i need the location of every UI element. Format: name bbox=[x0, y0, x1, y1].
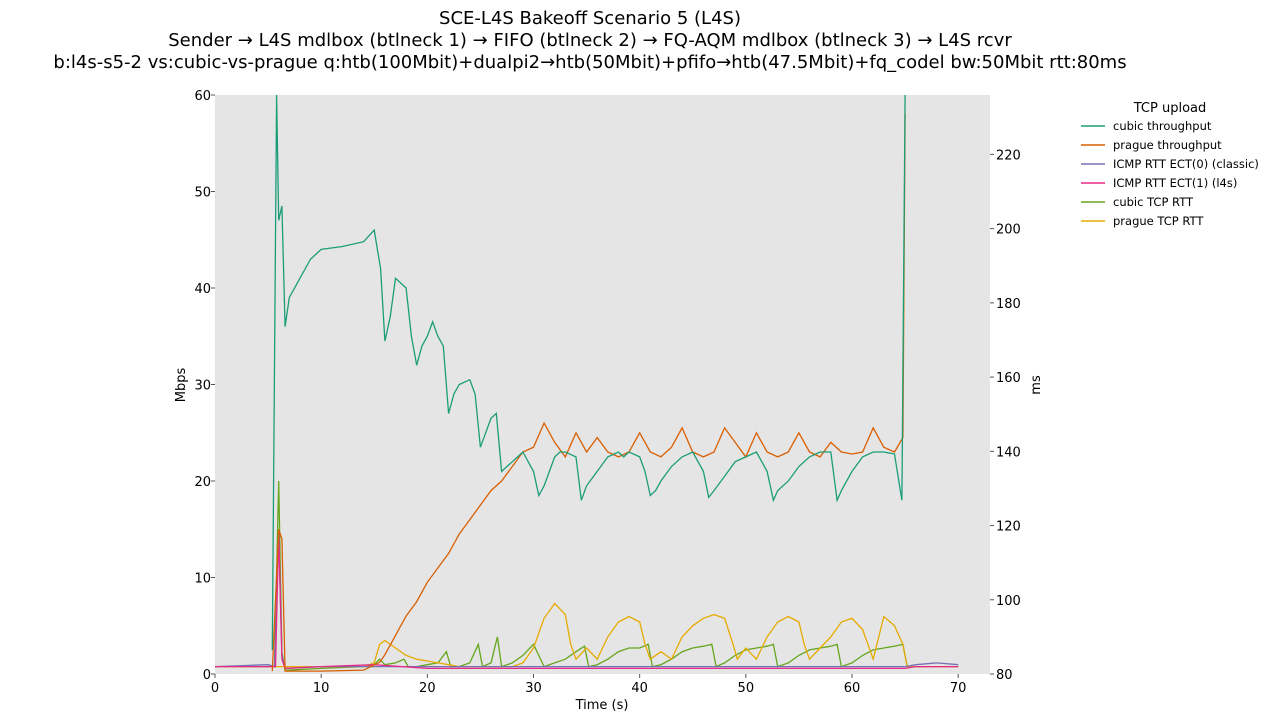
chart-title-line-3: b:l4s-s5-2 vs:cubic-vs-prague q:htb(100M… bbox=[53, 52, 1126, 73]
y-tick-label: 30 bbox=[194, 379, 211, 394]
y2-tick-label: 220 bbox=[996, 148, 1021, 163]
y-tick-label: 50 bbox=[194, 186, 211, 201]
y2-tick-label: 160 bbox=[996, 371, 1021, 386]
legend-title: TCP upload bbox=[1133, 101, 1207, 116]
x-tick-label: 50 bbox=[738, 681, 755, 696]
y-axis-left: 0 10 20 30 40 50 60 bbox=[194, 89, 215, 683]
x-tick-label: 40 bbox=[631, 681, 648, 696]
series-line-cubic-tcp-rtt bbox=[215, 480, 959, 671]
x-tick-label: 30 bbox=[525, 681, 542, 696]
x-tick-label: 60 bbox=[844, 681, 861, 696]
legend: TCP upload cubic throughput prague throug… bbox=[1081, 101, 1259, 228]
y-tick-label: 20 bbox=[194, 475, 211, 490]
y-tick-label: 40 bbox=[194, 282, 211, 297]
y2-tick-label: 80 bbox=[996, 668, 1013, 683]
x-tick-label: 70 bbox=[950, 681, 967, 696]
chart-title-line-2: Sender → L4S mdlbox (btlneck 1) → FIFO (… bbox=[168, 30, 1012, 51]
y-axis-right: 80 100 120 140 160 180 200 220 bbox=[990, 148, 1021, 683]
y-axis-label: Mbps bbox=[174, 368, 189, 403]
plot-area bbox=[215, 95, 990, 674]
legend-label: cubic throughput bbox=[1113, 119, 1212, 133]
legend-label: cubic TCP RTT bbox=[1113, 195, 1194, 209]
y2-tick-label: 100 bbox=[996, 594, 1021, 609]
legend-label: prague throughput bbox=[1113, 138, 1222, 152]
series-line-icmp-rtt-ect-1-l4s- bbox=[215, 532, 959, 670]
series-layer bbox=[215, 94, 959, 672]
x-axis: 0 10 20 30 40 50 60 70 bbox=[211, 674, 967, 696]
chart-title-line-1: SCE-L4S Bakeoff Scenario 5 (L4S) bbox=[439, 8, 741, 29]
y2-tick-label: 180 bbox=[996, 297, 1021, 312]
y-tick-label: 10 bbox=[194, 572, 211, 587]
legend-label: ICMP RTT ECT(0) (classic) bbox=[1113, 157, 1259, 171]
y-tick-label: 0 bbox=[203, 668, 211, 683]
y2-tick-label: 140 bbox=[996, 445, 1021, 460]
y2-axis-label: ms bbox=[1029, 375, 1044, 395]
chart-title: SCE-L4S Bakeoff Scenario 5 (L4S) Sender … bbox=[53, 8, 1126, 73]
legend-label: ICMP RTT ECT(1) (l4s) bbox=[1113, 176, 1237, 190]
y2-tick-label: 120 bbox=[996, 520, 1021, 535]
y-tick-label: 60 bbox=[194, 89, 211, 104]
legend-label: prague TCP RTT bbox=[1113, 214, 1204, 228]
x-axis-label: Time (s) bbox=[575, 698, 629, 713]
x-tick-label: 0 bbox=[211, 681, 219, 696]
y2-tick-label: 200 bbox=[996, 223, 1021, 238]
x-tick-label: 10 bbox=[313, 681, 330, 696]
x-tick-label: 20 bbox=[419, 681, 436, 696]
series-line-prague-tcp-rtt bbox=[215, 602, 959, 668]
series-line-cubic-throughput bbox=[271, 94, 906, 650]
